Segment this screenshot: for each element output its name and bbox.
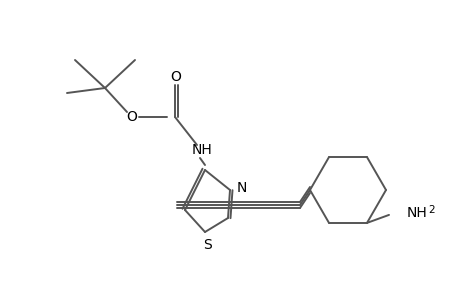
Text: NH: NH [191, 143, 212, 157]
Text: 2: 2 [427, 205, 434, 215]
Text: O: O [170, 70, 181, 84]
Text: O: O [126, 110, 137, 124]
Text: S: S [203, 238, 212, 252]
Text: N: N [236, 181, 246, 195]
Text: NH: NH [406, 206, 427, 220]
